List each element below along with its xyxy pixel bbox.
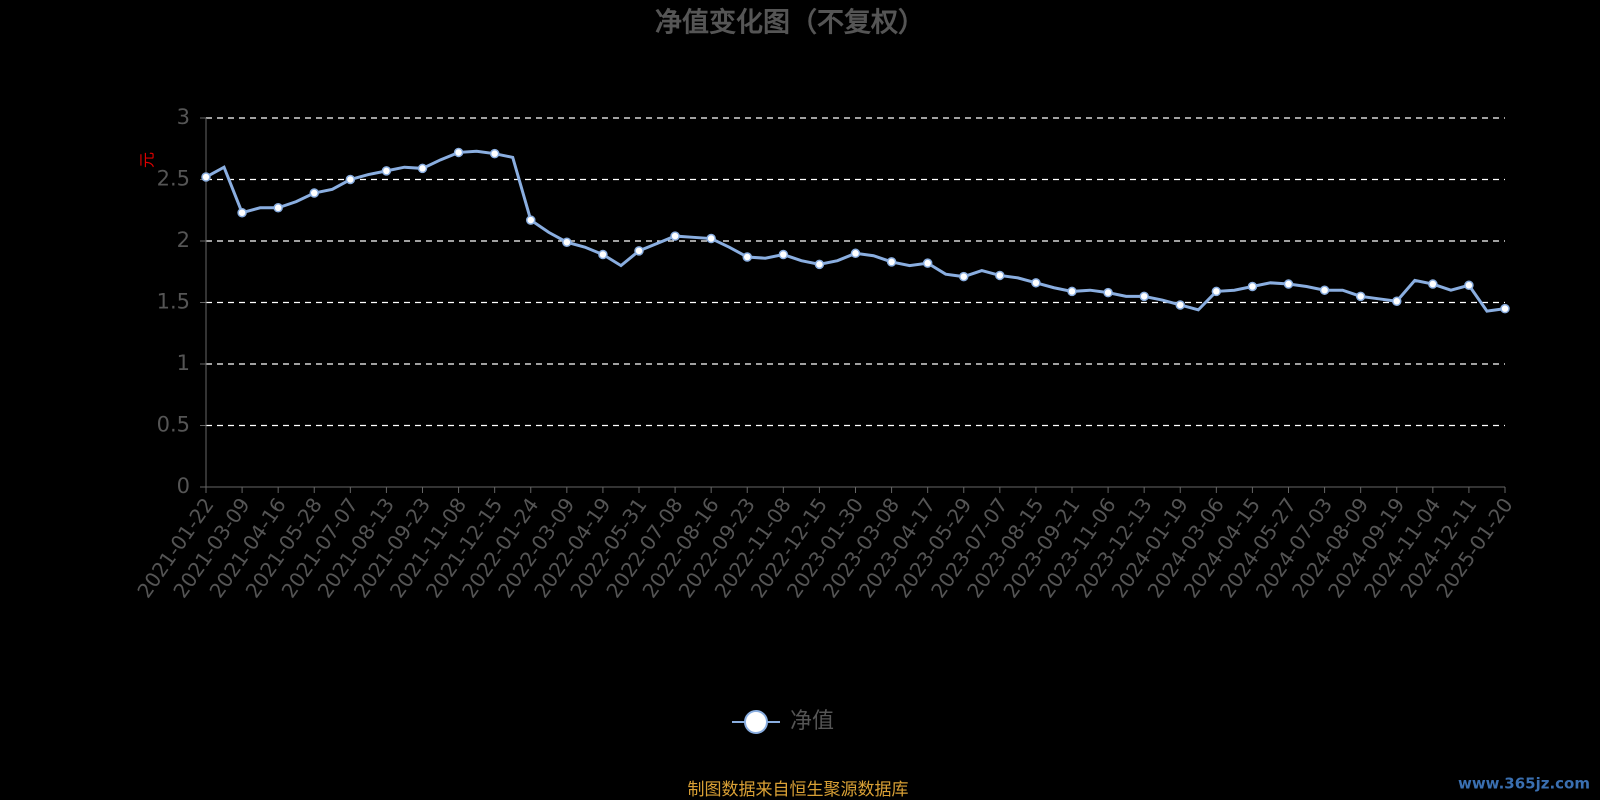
point	[309, 188, 319, 198]
y-axis-label: 元	[138, 152, 157, 168]
point	[1031, 278, 1041, 288]
point	[526, 215, 536, 225]
point	[1392, 296, 1402, 307]
watermark: www.365jz.com	[1458, 775, 1590, 793]
point	[886, 257, 897, 267]
point	[489, 148, 500, 159]
point	[1175, 300, 1185, 310]
point	[1428, 279, 1438, 289]
chart-title: 净值变化图（不复权）	[655, 7, 925, 39]
y-tick-label: 2.5	[157, 167, 190, 191]
point	[1103, 287, 1113, 298]
point	[1355, 291, 1366, 302]
point	[201, 172, 211, 182]
point	[562, 237, 572, 247]
point	[345, 174, 356, 185]
point	[1211, 286, 1222, 297]
y-tick-label: 1.5	[157, 290, 190, 314]
point	[381, 166, 392, 176]
point	[1283, 279, 1294, 289]
point	[273, 203, 283, 213]
legend-marker	[744, 710, 768, 734]
y-tick-label: 3	[177, 105, 190, 129]
point	[922, 258, 933, 268]
point	[1247, 281, 1258, 292]
point	[959, 271, 969, 282]
point	[1464, 280, 1474, 291]
point	[995, 270, 1005, 281]
point	[670, 231, 680, 241]
point	[1500, 303, 1510, 314]
point	[598, 249, 608, 260]
y-tick-label: 0.5	[157, 413, 190, 437]
point	[634, 246, 644, 256]
legend-label: 净值	[790, 709, 834, 734]
point	[1319, 285, 1330, 295]
source-note: 制图数据来自恒生聚源数据库	[688, 780, 909, 800]
point	[417, 163, 428, 174]
point	[453, 147, 464, 158]
point	[742, 252, 752, 262]
point	[814, 259, 825, 270]
point	[237, 207, 247, 218]
y-tick-label: 2	[177, 228, 190, 252]
point	[778, 249, 789, 260]
point	[850, 248, 861, 259]
point	[1067, 286, 1077, 297]
y-tick-label: 1	[177, 351, 190, 375]
point	[706, 233, 716, 244]
point	[1139, 291, 1149, 302]
y-tick-label: 0	[177, 474, 190, 498]
